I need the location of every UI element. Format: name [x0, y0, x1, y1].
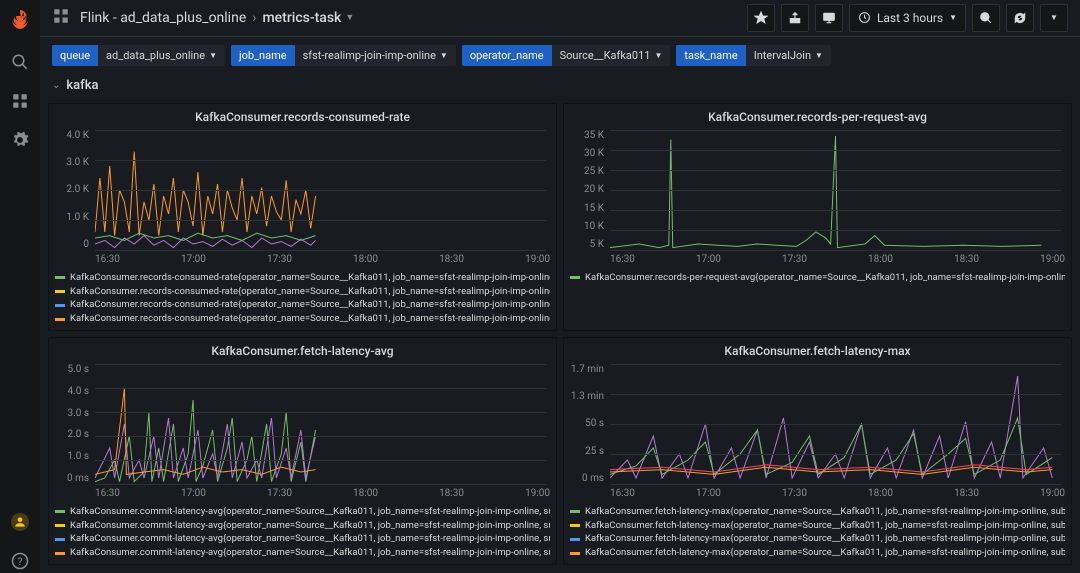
x-axis: 16:3017:0017:3018:0018:3019:00	[95, 488, 550, 499]
chart-plot[interactable]	[95, 364, 546, 484]
legend: KafkaConsumer.records-consumed-rate{oper…	[55, 271, 550, 326]
zoom-out-button[interactable]	[972, 4, 1000, 32]
legend-item[interactable]: KafkaConsumer.commit-latency-avg{operato…	[55, 546, 550, 560]
panel: KafkaConsumer.records-per-request-avg 35…	[563, 103, 1072, 331]
legend-item[interactable]: KafkaConsumer.fetch-latency-max{operator…	[570, 546, 1065, 560]
legend-text: KafkaConsumer.commit-latency-avg{operato…	[70, 532, 550, 546]
legend-item[interactable]: KafkaConsumer.commit-latency-avg{operato…	[55, 505, 550, 519]
filter-operator_name[interactable]: operator_nameSource__Kafka011 ▼	[462, 45, 671, 66]
chart-plot[interactable]	[95, 130, 546, 250]
breadcrumb-folder[interactable]: Flink - ad_data_plus_online	[80, 10, 246, 26]
legend-text: KafkaConsumer.fetch-latency-max{operator…	[585, 505, 1065, 519]
legend-text: KafkaConsumer.records-consumed-rate{oper…	[70, 271, 550, 285]
legend-item[interactable]: KafkaConsumer.fetch-latency-max{operator…	[570, 519, 1065, 533]
chevron-down-icon: ⌄	[52, 80, 60, 91]
legend-text: KafkaConsumer.fetch-latency-max{operator…	[585, 546, 1065, 560]
legend-text: KafkaConsumer.fetch-latency-max{operator…	[585, 532, 1065, 546]
filter-label: job_name	[231, 45, 295, 66]
legend-text: KafkaConsumer.commit-latency-avg{operato…	[70, 546, 550, 560]
legend-item[interactable]: KafkaConsumer.fetch-latency-max{operator…	[570, 532, 1065, 546]
chart-plot[interactable]	[610, 364, 1061, 484]
section-kafka[interactable]: ⌄ kafka	[40, 74, 1080, 103]
panel-title: KafkaConsumer.fetch-latency-max	[564, 338, 1071, 360]
legend-item[interactable]: KafkaConsumer.records-per-request-avg{op…	[570, 271, 1065, 285]
legend-item[interactable]: KafkaConsumer.commit-latency-avg{operato…	[55, 532, 550, 546]
x-axis: 16:3017:0017:3018:0018:3019:00	[95, 254, 550, 265]
legend-text: KafkaConsumer.records-per-request-avg{op…	[585, 271, 1065, 285]
filter-value[interactable]: IntervalJoin ▼	[746, 45, 831, 66]
legend-item[interactable]: KafkaConsumer.records-consumed-rate{oper…	[55, 285, 550, 299]
breadcrumb-page[interactable]: metrics-task▼	[262, 10, 354, 26]
filter-label: queue	[52, 45, 98, 66]
legend: KafkaConsumer.commit-latency-avg{operato…	[55, 505, 550, 560]
filter-value[interactable]: Source__Kafka011 ▼	[552, 45, 671, 66]
star-button[interactable]	[747, 4, 775, 32]
gear-icon[interactable]	[11, 131, 29, 152]
filter-label: operator_name	[462, 45, 552, 66]
svg-text:?: ?	[18, 555, 23, 568]
x-axis: 16:3017:0017:3018:0018:3019:00	[610, 488, 1065, 499]
filter-value[interactable]: ad_data_plus_online ▼	[98, 45, 225, 66]
section-title: kafka	[66, 78, 98, 93]
y-axis: 4.0 K3.0 K2.0 K1.0 K0	[55, 130, 93, 250]
legend-text: KafkaConsumer.records-consumed-rate{oper…	[70, 298, 550, 312]
legend-text: KafkaConsumer.records-consumed-rate{oper…	[70, 312, 550, 326]
legend-item[interactable]: KafkaConsumer.records-consumed-rate{oper…	[55, 298, 550, 312]
grafana-logo-icon[interactable]	[8, 8, 32, 35]
user-avatar-icon[interactable]	[11, 513, 29, 534]
refresh-button[interactable]	[1006, 4, 1034, 32]
filter-task_name[interactable]: task_nameIntervalJoin ▼	[676, 45, 831, 66]
legend-text: KafkaConsumer.commit-latency-avg{operato…	[70, 519, 550, 533]
chart-plot[interactable]	[610, 130, 1061, 250]
y-axis: 35 K30 K25 K20 K15 K10 K5 K	[570, 130, 608, 250]
legend-text: KafkaConsumer.fetch-latency-max{operator…	[585, 519, 1065, 533]
help-icon[interactable]: ?	[11, 552, 29, 573]
panel: KafkaConsumer.fetch-latency-max 1.7 min1…	[563, 337, 1072, 565]
y-axis: 5.0 s4.0 s3.0 s2.0 s1.0 s0 ms	[55, 364, 93, 484]
filter-label: task_name	[676, 45, 745, 66]
panel: KafkaConsumer.records-consumed-rate 4.0 …	[48, 103, 557, 331]
legend-item[interactable]: KafkaConsumer.records-consumed-rate{oper…	[55, 271, 550, 285]
dashboard-grid-icon[interactable]	[52, 7, 80, 28]
legend-item[interactable]: KafkaConsumer.commit-latency-avg{operato…	[55, 519, 550, 533]
x-axis: 16:3017:0017:3018:0018:3019:00	[610, 254, 1065, 265]
filter-job_name[interactable]: job_namesfst-realimp-join-imp-online ▼	[231, 45, 456, 66]
panel-title: KafkaConsumer.fetch-latency-avg	[49, 338, 556, 360]
timepicker[interactable]: Last 3 hours▼	[849, 4, 966, 32]
breadcrumb-separator: ›	[252, 10, 256, 26]
panel-title: KafkaConsumer.records-consumed-rate	[49, 104, 556, 126]
y-axis: 1.7 min1.3 min50 s25 s0 ms	[570, 364, 608, 484]
refresh-dropdown[interactable]: ▼	[1040, 4, 1068, 32]
panel-title: KafkaConsumer.records-per-request-avg	[564, 104, 1071, 126]
filter-value[interactable]: sfst-realimp-join-imp-online ▼	[295, 45, 456, 66]
apps-icon[interactable]	[11, 92, 29, 113]
legend-text: KafkaConsumer.records-consumed-rate{oper…	[70, 285, 550, 299]
legend: KafkaConsumer.fetch-latency-max{operator…	[570, 505, 1065, 560]
search-icon[interactable]	[11, 53, 29, 74]
legend-item[interactable]: KafkaConsumer.fetch-latency-max{operator…	[570, 505, 1065, 519]
legend-item[interactable]: KafkaConsumer.records-consumed-rate{oper…	[55, 312, 550, 326]
breadcrumb: Flink - ad_data_plus_online › metrics-ta…	[80, 10, 354, 26]
monitor-button[interactable]	[815, 4, 843, 32]
filter-queue[interactable]: queuead_data_plus_online ▼	[52, 45, 225, 66]
share-button[interactable]	[781, 4, 809, 32]
legend: KafkaConsumer.records-per-request-avg{op…	[570, 271, 1065, 285]
legend-text: KafkaConsumer.commit-latency-avg{operato…	[70, 505, 550, 519]
panel: KafkaConsumer.fetch-latency-avg 5.0 s4.0…	[48, 337, 557, 565]
